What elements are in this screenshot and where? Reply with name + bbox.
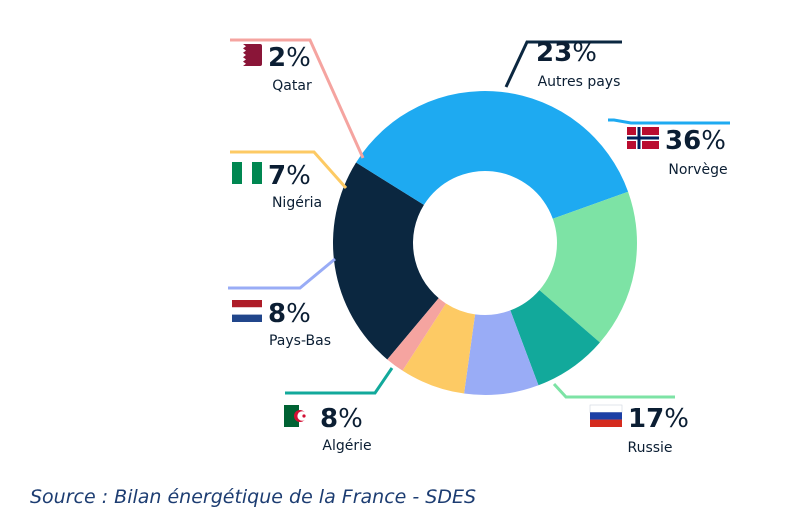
slice-pays-bas — [464, 310, 539, 395]
algeria-flag — [284, 405, 314, 427]
norway-flag — [627, 127, 659, 149]
leader-algerie — [285, 367, 394, 395]
label-pays-bas: Pays-Bas — [269, 333, 331, 349]
label-algerie: Algérie — [322, 438, 371, 454]
leader-pays-bas — [228, 257, 336, 290]
label-russie: Russie — [627, 440, 672, 456]
label-norvege: Norvège — [668, 162, 727, 178]
value-pays-bas: 8% — [268, 299, 311, 329]
slice-norvege — [356, 90, 629, 219]
value-autres-pays: 23% — [536, 38, 597, 68]
value-algerie: 8% — [320, 404, 363, 434]
source-caption: Source : Bilan énergétique de la France … — [30, 486, 477, 508]
leader-autres-pays — [504, 40, 622, 88]
slice-russie — [539, 191, 638, 343]
slice-autres-pays — [333, 162, 439, 360]
russia-flag — [589, 404, 623, 427]
donut-chart: 2% 7% 8% 8% 23% 36% 17% Qatar Nigéria Pa… — [228, 38, 730, 456]
value-qatar: 2% — [268, 43, 311, 73]
leader-norvege — [608, 118, 730, 125]
label-autres-pays: Autres pays — [538, 74, 621, 90]
netherlands-flag — [232, 300, 262, 322]
value-norvege: 36% — [665, 126, 726, 156]
leader-russie — [552, 382, 675, 399]
leader-lines — [228, 38, 730, 399]
label-qatar: Qatar — [272, 78, 312, 94]
value-nigeria: 7% — [268, 161, 311, 191]
leader-nigeria — [230, 150, 348, 189]
nigeria-flag — [232, 162, 262, 184]
slice-qatar — [387, 298, 446, 371]
slice-algerie — [510, 290, 600, 386]
label-nigeria: Nigéria — [272, 195, 322, 211]
qatar-flag — [232, 44, 262, 66]
donut-slices — [333, 90, 638, 395]
value-russie: 17% — [628, 404, 689, 434]
slice-nigeria — [402, 303, 476, 394]
leader-qatar — [230, 38, 365, 159]
